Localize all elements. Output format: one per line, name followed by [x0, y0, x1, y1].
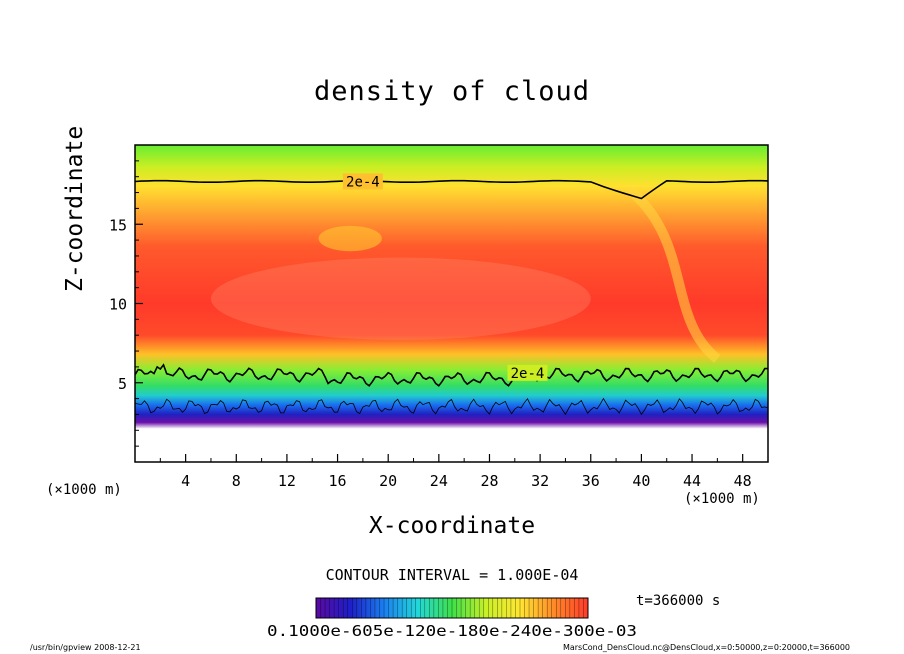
- x-unit-label-right: (×1000 m): [684, 491, 760, 507]
- time-label: t=366000 s: [636, 593, 721, 609]
- y-tick-label: 15: [109, 216, 127, 234]
- core-highlight: [210, 257, 591, 340]
- contour-label-bg-upper: [342, 173, 383, 190]
- x-tick-label: 12: [278, 472, 296, 490]
- contour-line-base: [134, 397, 769, 416]
- contour-label-upper: 2e-4: [346, 174, 380, 190]
- y-tick-label: 10: [109, 296, 127, 314]
- x-tick-label: 32: [531, 472, 549, 490]
- x-tick-label: 48: [734, 472, 752, 490]
- chart-title: density of cloud: [313, 76, 591, 107]
- x-tick-label: 44: [683, 472, 701, 490]
- footer-left: /usr/bin/gpview 2008-12-21: [30, 643, 141, 652]
- colorbar-ticks: 0.1000e-605e-120e-180e-240e-300e-03: [267, 598, 637, 640]
- x-unit-label-left: (×1000 m): [46, 482, 122, 498]
- x-axis-label: X-coordinate: [368, 513, 536, 539]
- x-tick-label: 40: [632, 472, 650, 490]
- right-plume: [625, 185, 721, 363]
- upper-yellow-bump: [318, 225, 382, 252]
- footer-right: MarsCond_DensCloud.nc@DensCloud,x=0:5000…: [562, 643, 850, 652]
- contour-line-upper: [134, 179, 769, 200]
- x-axis-ticks: 4 8 12 16 20 24 28 32 36 40 44 48: [159, 454, 752, 490]
- contour-interval-text: CONTOUR INTERVAL = 1.000E-04: [325, 566, 579, 584]
- x-tick-label: 20: [379, 472, 397, 490]
- colorbar-labels: 0.1000e-605e-120e-180e-240e-300e-03: [267, 622, 637, 640]
- x-tick-label: 24: [430, 472, 448, 490]
- y-tick-label: 5: [118, 375, 127, 393]
- x-tick-label: 16: [329, 472, 347, 490]
- x-tick-label: 36: [582, 472, 600, 490]
- contour-line-lower: [134, 363, 768, 387]
- x-tick-label: 8: [232, 472, 241, 490]
- y-axis-ticks: 5 10 15: [109, 160, 143, 447]
- contour-label-bg-lower: [507, 364, 548, 381]
- contour-label-lower: 2e-4: [511, 366, 545, 382]
- x-tick-label: 28: [480, 472, 498, 490]
- x-tick-label: 4: [181, 472, 190, 490]
- y-axis-label: Z-coordinate: [62, 125, 88, 292]
